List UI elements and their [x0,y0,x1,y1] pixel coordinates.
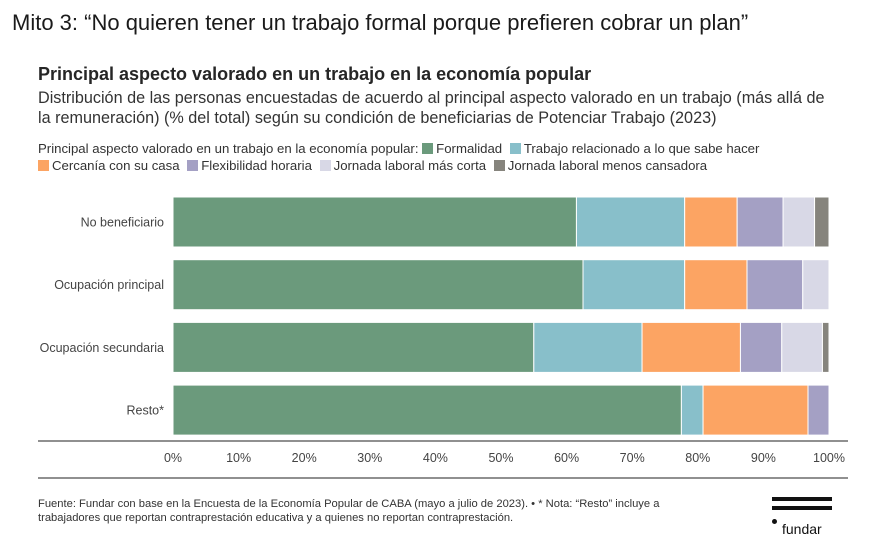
x-tick-label-100: 100% [813,451,845,465]
x-tick-label-50: 50% [488,451,513,465]
legend-item-jornada-corta: Jornada laboral más corta [319,157,487,174]
legend-label-jornada-corta: Jornada laboral más corta [333,158,487,173]
category-label-no-beneficiario: No beneficiario [81,216,164,230]
bar-segment-ocupacion-secundaria-flexibilidad-horaria [739,321,783,373]
bar-segment-resto-flexibilidad-horaria [807,384,830,436]
x-tick-label-0: 0% [164,451,182,465]
legend-label-jornada-menos-cansadora: Jornada laboral menos cansadora [507,158,708,173]
stacked-bar-chart: No beneficiario Ocupación principal Ocupac… [38,196,848,479]
x-tick-label-40: 40% [423,451,448,465]
bar-segment-ocupacion-principal-flexibilidad-horaria [746,259,804,311]
bar-segment-ocupacion-secundaria-jornada-laboral-menos-cansadora [821,321,830,373]
bar-segment-ocupacion-principal-jornada-laboral-mas-corta [802,259,830,311]
bar-segment-no-beneficiario-cercania-con-su-casa [684,196,738,248]
legend-label-cercania: Cercanía con su casa [52,158,180,173]
chart-title: Principal aspecto valorado en un trabajo… [38,64,592,84]
legend-line-2: Cercanía con su casa Flexibilidad horari… [38,157,858,174]
bar-segment-no-beneficiario-trabajo-relacionado-a-lo-que-sabe-hacer [575,196,686,248]
bar-segment-resto-trabajo-relacionado-a-lo-que-sabe-hacer [680,384,704,436]
bar-segment-ocupacion-principal-trabajo-relacionado-a-lo-que-sabe-hacer [582,259,686,311]
legend-item-formalidad: Formalidad [422,140,502,157]
category-label-ocupacion-principal: Ocupación principal [54,278,164,292]
fundar-logo: fundar [772,497,834,537]
legend-label-flexibilidad: Flexibilidad horaria [201,158,312,173]
x-tick-label-30: 30% [357,451,382,465]
legend-swatch-jornada-corta [319,160,331,171]
bar-segment-resto-formalidad [172,384,682,436]
legend-swatch-jornada-menos-cansadora [493,160,505,171]
logo-bar-2 [772,506,832,510]
legend-item-trabajo-relacionado: Trabajo relacionado a lo que sabe hacer [509,140,760,157]
logo-dot [772,519,777,524]
legend: Principal aspecto valorado en un trabajo… [38,140,858,174]
x-tick-label-90: 90% [751,451,776,465]
bar-segment-no-beneficiario-jornada-laboral-mas-corta [782,196,816,248]
legend-swatch-cercania [38,160,49,171]
footnote: Fuente: Fundar con base en la Encuesta d… [38,497,738,525]
category-label-resto: Resto* [126,404,164,418]
bar-segment-ocupacion-secundaria-jornada-laboral-mas-corta [781,321,823,373]
legend-item-cercania: Cercanía con su casa [38,157,180,174]
category-label-ocupacion-secundaria: Ocupación secundaria [40,341,164,355]
legend-line-1: Principal aspecto valorado en un trabajo… [38,140,858,157]
legend-swatch-formalidad [422,143,434,154]
legend-item-jornada-menos-cansadora: Jornada laboral menos cansadora [493,157,708,174]
bar-segment-ocupacion-principal-formalidad [172,259,584,311]
x-tick-label-20: 20% [292,451,317,465]
logo-text: fundar [782,521,822,537]
legend-swatch-flexibilidad [187,160,199,171]
footnote-line-2: trabajadores que reportan contraprestaci… [38,512,514,524]
logo-bar-1 [772,497,832,501]
x-tick-label-60: 60% [554,451,579,465]
bar-segment-resto-cercania-con-su-casa [702,384,809,436]
bar-segment-ocupacion-principal-cercania-con-su-casa [684,259,748,311]
legend-item-flexibilidad: Flexibilidad horaria [187,157,312,174]
bar-segment-no-beneficiario-formalidad [172,196,577,248]
legend-label-trabajo-relacionado: Trabajo relacionado a lo que sabe hacer [523,141,760,156]
legend-label-formalidad: Formalidad [436,141,503,156]
chart-subtitle: Distribución de las personas encuestadas… [38,89,825,127]
bar-segment-no-beneficiario-jornada-laboral-menos-cansadora [814,196,830,248]
bar-segment-ocupacion-secundaria-cercania-con-su-casa [641,321,741,373]
legend-title: Principal aspecto valorado en un trabajo… [38,141,419,156]
slide-title: Mito 3: “No quieren tener un trabajo for… [12,10,749,35]
x-tick-label-70: 70% [620,451,645,465]
legend-swatch-trabajo-relacionado [509,143,521,154]
x-tick-label-80: 80% [685,451,710,465]
bar-segment-ocupacion-secundaria-trabajo-relacionado-a-lo-que-sabe-hacer [533,321,643,373]
x-tick-label-10: 10% [226,451,251,465]
footnote-line-1: Fuente: Fundar con base en la Encuesta d… [38,498,660,510]
bar-segment-ocupacion-secundaria-formalidad [172,321,535,373]
bar-segment-no-beneficiario-flexibilidad-horaria [736,196,784,248]
